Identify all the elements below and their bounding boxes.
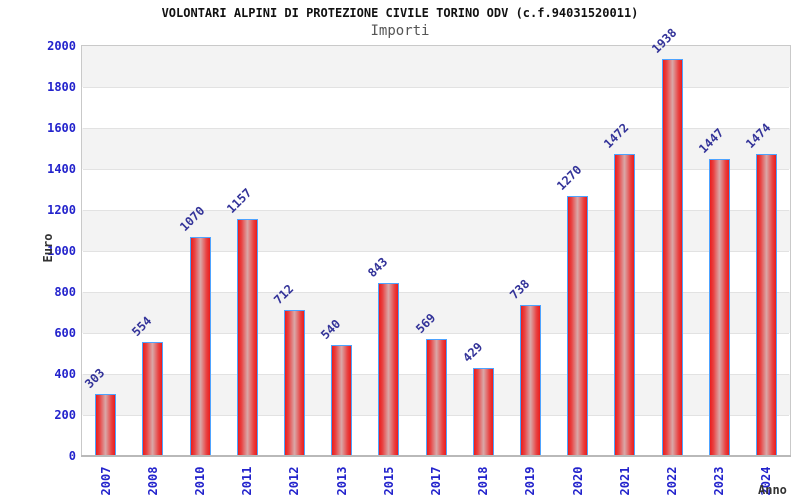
x-tick-label: 2018 bbox=[476, 466, 490, 496]
x-tick-label: 2021 bbox=[618, 466, 632, 496]
y-tick-label: 0 bbox=[68, 449, 76, 463]
gridline bbox=[83, 87, 789, 88]
y-tick-label: 1400 bbox=[47, 162, 76, 176]
bar bbox=[237, 219, 258, 456]
x-tick-label: 2015 bbox=[382, 466, 396, 496]
bar bbox=[614, 154, 635, 456]
bar bbox=[709, 159, 730, 456]
y-tick-label: 200 bbox=[54, 408, 76, 422]
x-tick-label: 2010 bbox=[193, 466, 207, 496]
y-tick-label: 1600 bbox=[47, 121, 76, 135]
gridline bbox=[83, 251, 789, 252]
x-tick-label: 2022 bbox=[665, 466, 679, 496]
bar bbox=[567, 196, 588, 456]
gridline bbox=[83, 128, 789, 129]
chart-title: VOLONTARI ALPINI DI PROTEZIONE CIVILE TO… bbox=[161, 6, 639, 20]
y-tick-label: 800 bbox=[54, 285, 76, 299]
x-axis-title: Anno bbox=[758, 483, 787, 497]
bar bbox=[473, 368, 494, 456]
x-tick-label: 2013 bbox=[335, 466, 349, 496]
y-tick-label: 1800 bbox=[47, 80, 76, 94]
bar bbox=[95, 394, 116, 456]
bar bbox=[378, 283, 399, 456]
x-tick-label: 2007 bbox=[99, 466, 113, 496]
bar bbox=[520, 305, 541, 456]
bar bbox=[284, 310, 305, 456]
gridline bbox=[83, 292, 789, 293]
x-tick-label: 2020 bbox=[571, 466, 585, 496]
y-tick-label: 600 bbox=[54, 326, 76, 340]
chart-subtitle: Importi bbox=[370, 23, 430, 39]
y-axis-title: Euro bbox=[41, 233, 55, 263]
x-tick-label: 2011 bbox=[240, 466, 254, 496]
x-tick-label: 2019 bbox=[523, 466, 537, 496]
y-tick-label: 1000 bbox=[47, 244, 76, 258]
x-tick-label: 2017 bbox=[429, 466, 443, 496]
bar bbox=[662, 59, 683, 456]
bar bbox=[331, 345, 352, 456]
bar bbox=[190, 237, 211, 456]
gridline bbox=[83, 333, 789, 334]
y-tick-label: 1200 bbox=[47, 203, 76, 217]
y-tick-label: 400 bbox=[54, 367, 76, 381]
x-tick-label: 2008 bbox=[146, 466, 160, 496]
x-tick-label: 2023 bbox=[712, 466, 726, 496]
y-tick-label: 2000 bbox=[47, 39, 76, 53]
x-axis-line bbox=[81, 455, 791, 457]
gridline bbox=[83, 169, 789, 170]
bar bbox=[142, 342, 163, 456]
bar bbox=[426, 339, 447, 456]
gridline bbox=[83, 210, 789, 211]
bar bbox=[756, 154, 777, 456]
x-tick-label: 2012 bbox=[287, 466, 301, 496]
